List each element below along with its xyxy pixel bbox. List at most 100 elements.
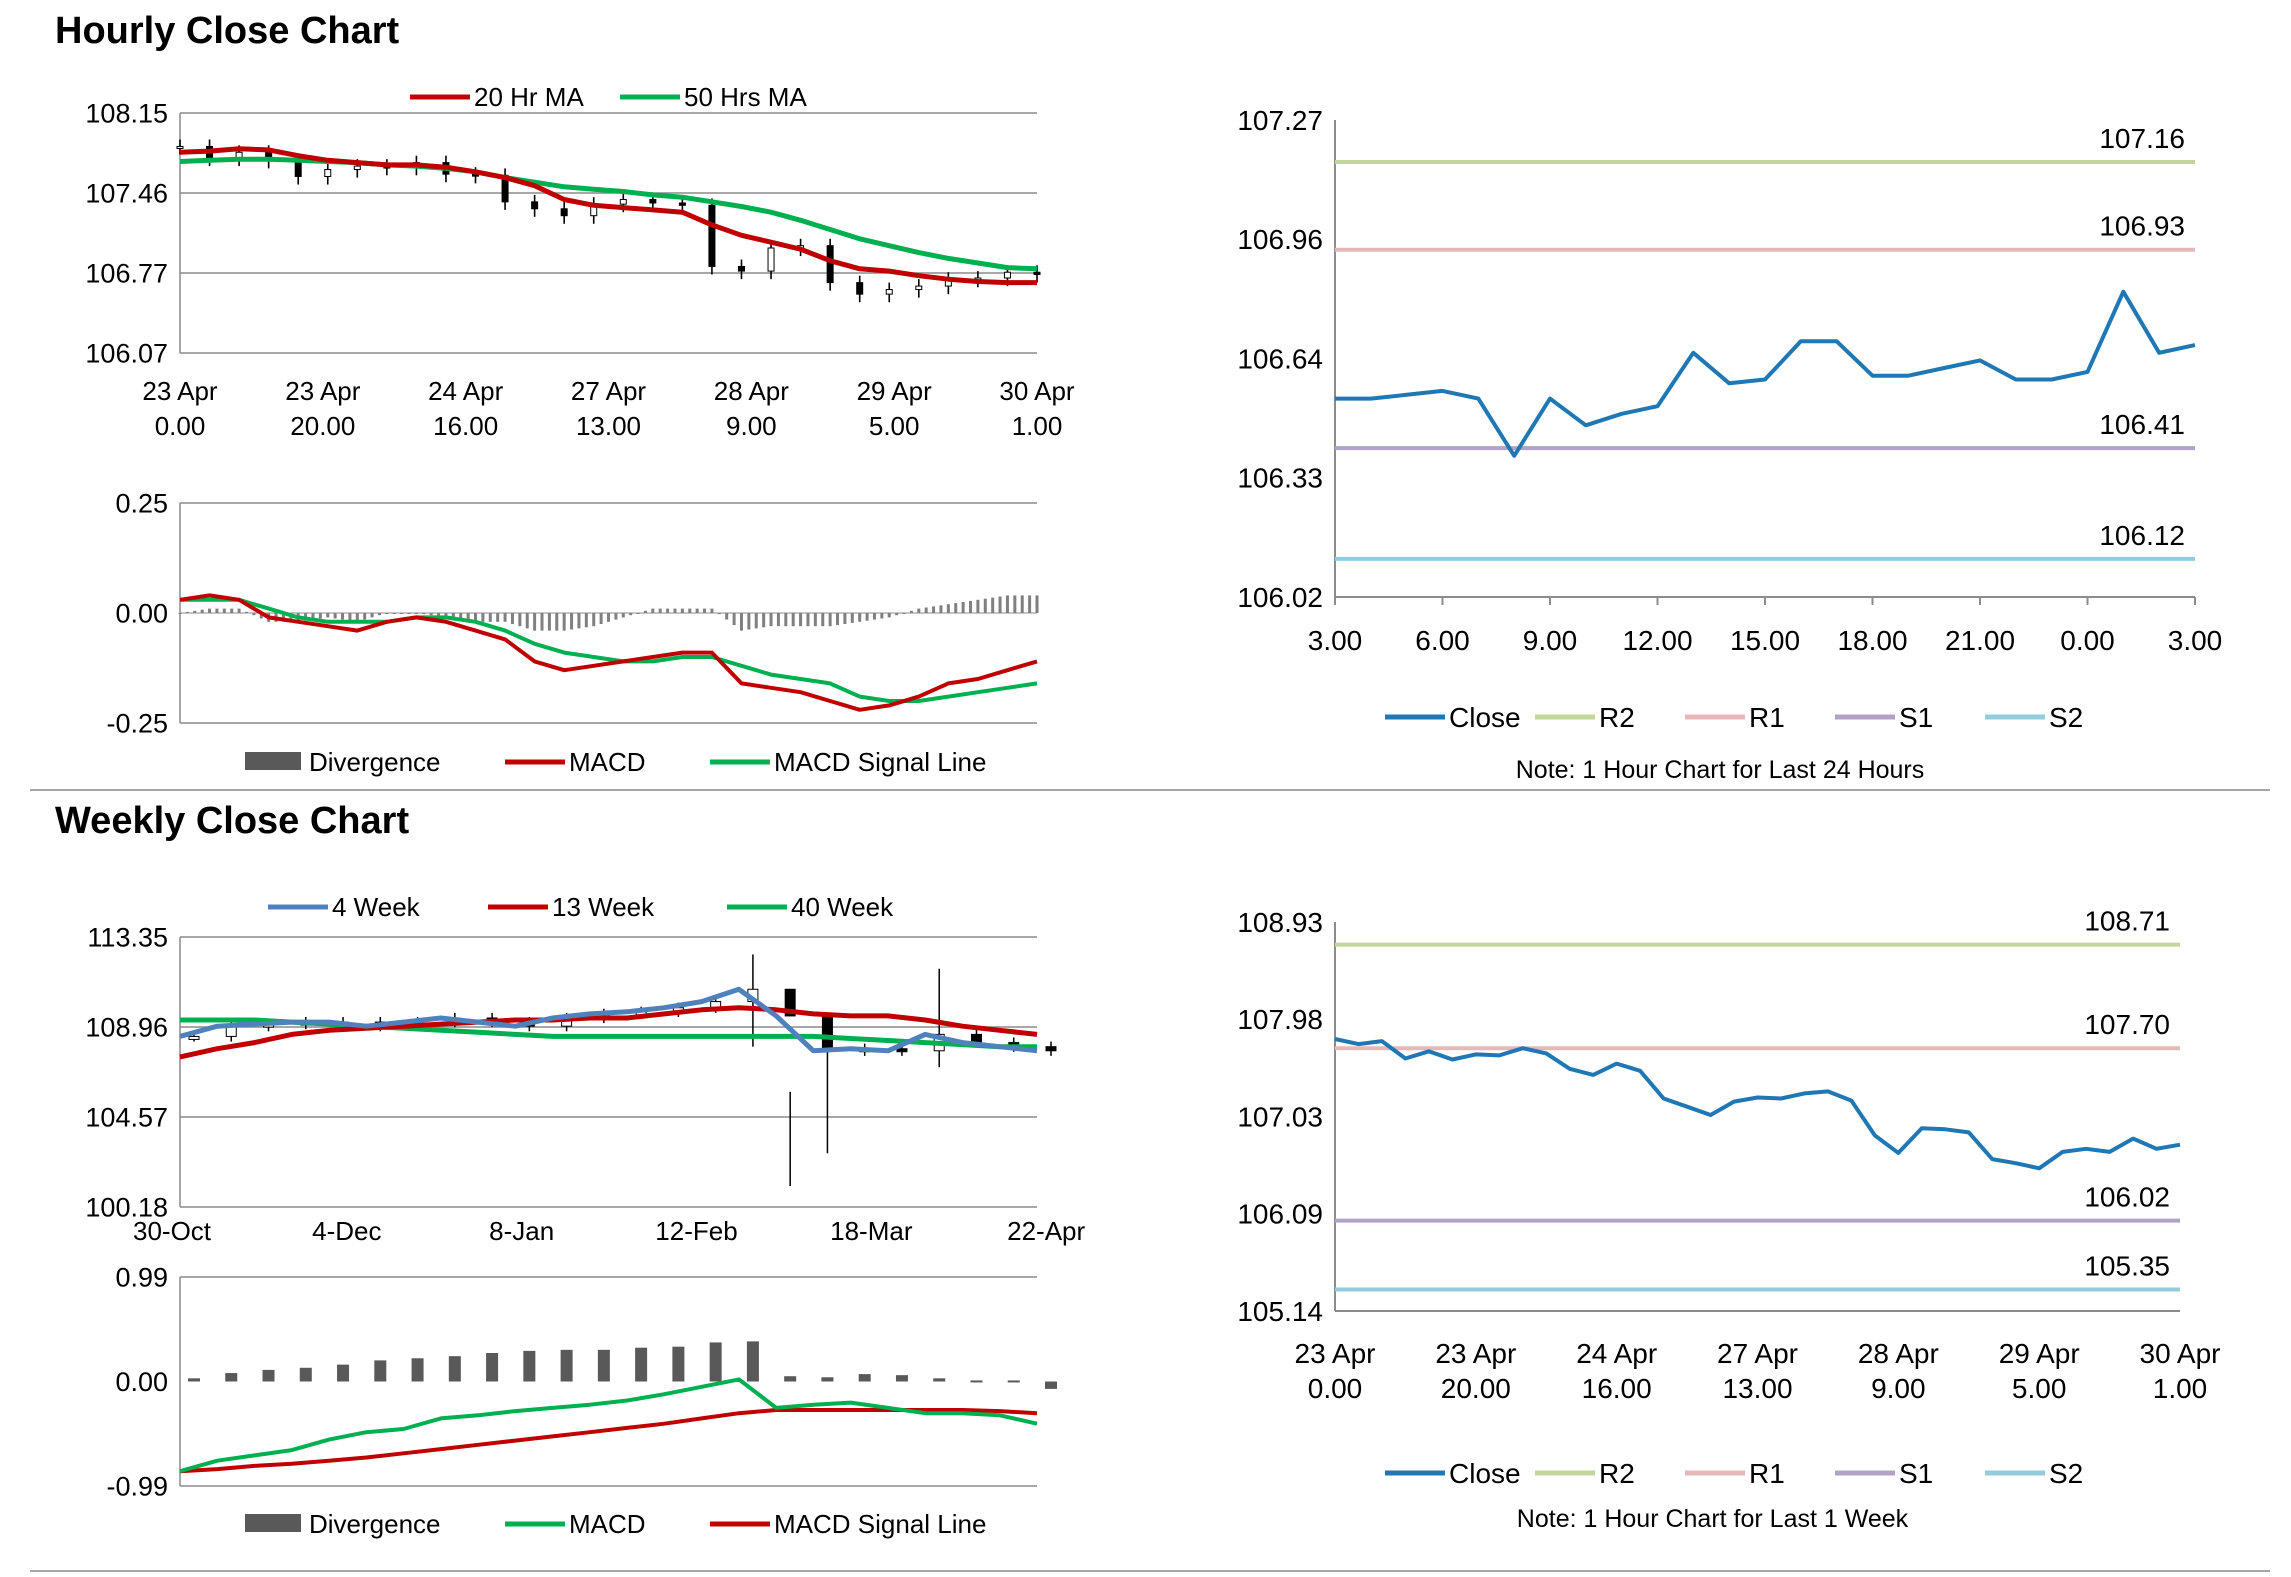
hourly-divergence-bar xyxy=(503,613,507,622)
weekly-levels-x-tick-label: 5.00 xyxy=(2012,1373,2067,1404)
hourly-divergence-bar xyxy=(215,608,219,613)
weekly-divergence-bar xyxy=(1007,1380,1020,1383)
hourly-levels-level-label-r2: 107.16 xyxy=(2099,123,2185,154)
weekly-price-x-tick-label: 18-Mar xyxy=(830,1216,913,1246)
hourly-candle-body xyxy=(708,204,716,267)
hourly-divergence-bar xyxy=(1013,595,1017,613)
weekly-levels-y-tick-label: 107.03 xyxy=(1237,1101,1323,1132)
weekly-candle-body xyxy=(1045,1046,1057,1052)
hourly-divergence-bar xyxy=(607,613,610,622)
hourly-divergence-bar xyxy=(651,608,655,613)
hourly-levels-y-tick-label: 106.33 xyxy=(1237,463,1323,494)
weekly-divergence-bar xyxy=(635,1347,648,1382)
weekly-divergence-bar xyxy=(299,1367,312,1382)
hourly-divergence-bar xyxy=(806,613,810,627)
hourly-divergence-bar xyxy=(813,613,817,627)
weekly-levels-x-tick-label: 29 Apr xyxy=(1999,1338,2080,1369)
hourly-divergence-bar xyxy=(887,613,891,618)
hourly-section-title: Hourly Close Chart xyxy=(55,10,400,52)
weekly-divergence-bar xyxy=(337,1364,350,1382)
hourly-divergence-bar xyxy=(333,613,337,619)
hourly-divergence-bar xyxy=(562,613,566,631)
hourly-divergence-bar xyxy=(377,613,381,616)
weekly-macd-signal-line xyxy=(179,1408,1038,1474)
hourly-levels-x-tick-label: 21.00 xyxy=(1945,625,2015,656)
hourly-divergence-bar xyxy=(688,608,692,613)
hourly-price-x-tick-label: 28 Apr xyxy=(714,376,790,406)
weekly-divergence-bar xyxy=(374,1360,387,1382)
hourly-divergence-bar xyxy=(392,613,396,614)
weekly-divergence-bar xyxy=(523,1350,536,1382)
hourly-divergence-bar xyxy=(355,613,359,622)
hourly-levels-level-label-s1: 106.41 xyxy=(2099,409,2185,440)
hourly-price-y-tick-label: 107.46 xyxy=(85,178,168,208)
weekly-levels-level-label-r2: 108.71 xyxy=(2084,906,2170,937)
hourly-divergence-bar xyxy=(540,613,544,631)
hourly-divergence-bar xyxy=(917,608,921,613)
hourly-price-x-tick-label: 20.00 xyxy=(290,411,355,441)
hourly-divergence-bar xyxy=(969,600,973,613)
hourly-divergence-bar xyxy=(954,603,958,613)
hourly-ma20-legend-label: 20 Hr MA xyxy=(474,82,584,112)
hourly-price-y-tick-label: 106.77 xyxy=(85,258,168,288)
weekly-candle-body xyxy=(784,988,796,1017)
weekly-40w-legend-label: 40 Week xyxy=(791,892,894,922)
weekly-divergence-bar xyxy=(746,1341,759,1382)
hourly-divergence-bar xyxy=(363,613,367,620)
weekly-divergence-bar xyxy=(709,1342,722,1382)
weekly-divergence-bar xyxy=(411,1358,424,1382)
hourly-divergence-bar xyxy=(407,613,411,614)
hourly-divergence-bar xyxy=(902,613,906,614)
weekly-levels-level-label-s2: 105.35 xyxy=(2084,1250,2170,1281)
hourly-price-x-tick-label: 30 Apr xyxy=(999,376,1075,406)
hourly-divergence-bar xyxy=(858,613,862,622)
hourly-macd-y-tick-label: 0.00 xyxy=(115,598,168,628)
hourly-divergence-bar xyxy=(747,613,751,630)
hourly-signal-legend-label: MACD Signal Line xyxy=(774,747,986,777)
weekly-levels-x-tick-label: 23 Apr xyxy=(1435,1338,1516,1369)
hourly-levels-x-tick-label: 12.00 xyxy=(1622,625,1692,656)
weekly-price-x-tick-label: 8-Jan xyxy=(489,1216,554,1246)
hourly-divergence-bar xyxy=(533,613,537,631)
section-divider-bottom xyxy=(30,1570,2270,1572)
hourly-levels-close-legend-label: Close xyxy=(1449,702,1521,733)
hourly-divergence-bar xyxy=(791,613,795,627)
weekly-signal-legend-label: MACD Signal Line xyxy=(774,1509,986,1539)
hourly-divergence-bar xyxy=(547,613,551,631)
hourly-levels-s2-legend-label: S2 xyxy=(2049,702,2083,733)
hourly-divergence-bar xyxy=(252,613,256,616)
hourly-divergence-bar xyxy=(451,613,455,619)
weekly-price-x-tick-label: 22-Apr xyxy=(1007,1216,1085,1246)
weekly-divergence-bar xyxy=(486,1353,499,1382)
hourly-divergence-bar xyxy=(754,613,758,629)
hourly-divergence-bar xyxy=(850,613,854,623)
weekly-divergence-bar xyxy=(1045,1381,1057,1389)
hourly-divergence-bar xyxy=(281,613,285,622)
weekly-price-y-tick-label: 113.35 xyxy=(87,922,168,952)
hourly-levels-level-label-s2: 106.12 xyxy=(2099,520,2185,551)
hourly-levels-x-tick-label: 9.00 xyxy=(1523,625,1578,656)
hourly-candle-body xyxy=(737,265,745,272)
hourly-divergence-bar xyxy=(961,602,965,613)
weekly-price-y-tick-label: 104.57 xyxy=(85,1102,168,1132)
hourly-divergence-bar xyxy=(673,608,677,613)
hourly-price-x-tick-label: 29 Apr xyxy=(857,376,933,406)
hourly-divergence-bar xyxy=(710,608,714,613)
weekly-series-line-13w xyxy=(179,1005,1038,1060)
section-divider-top xyxy=(30,789,2270,791)
weekly-levels-note: Note: 1 Hour Chart for Last 1 Week xyxy=(1517,1505,1909,1533)
hourly-price-x-tick-label: 1.00 xyxy=(1012,411,1063,441)
hourly-divergence-bar xyxy=(932,606,936,613)
weekly-series-line-4w xyxy=(179,986,1038,1054)
hourly-levels-s1-legend-label: S1 xyxy=(1899,702,1933,733)
weekly-price-y-tick-label: 108.96 xyxy=(85,1012,168,1042)
hourly-divergence-bar xyxy=(703,608,707,613)
hourly-candle-body xyxy=(353,165,361,171)
weekly-levels-s2-legend-label: S2 xyxy=(2049,1458,2083,1489)
hourly-divergence-bar xyxy=(872,613,876,620)
hourly-price-x-tick-label: 23 Apr xyxy=(142,376,218,406)
hourly-macd-y-tick-label: 0.25 xyxy=(115,488,168,518)
weekly-divergence-bar xyxy=(821,1377,834,1382)
hourly-divergence-bar xyxy=(717,613,721,615)
hourly-price-x-tick-label: 5.00 xyxy=(869,411,920,441)
